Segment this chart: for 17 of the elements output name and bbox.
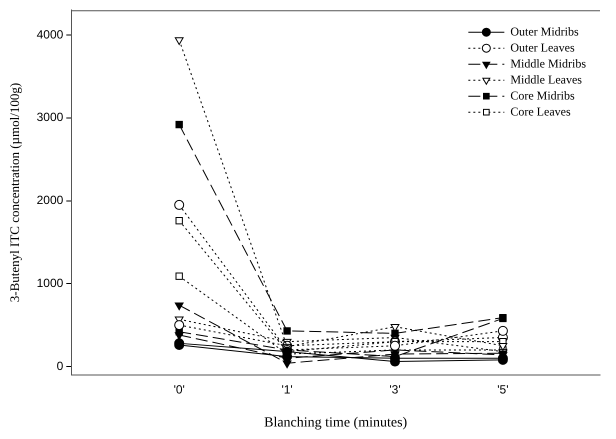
legend-label: Core Leaves [510, 104, 571, 118]
y-tick-label: 1000 [36, 276, 64, 290]
x-tick-label: '3' [389, 382, 401, 396]
y-tick-label: 4000 [36, 27, 64, 42]
x-tick-label: '0' [174, 382, 185, 396]
y-tick-label: 0 [56, 358, 64, 373]
legend-label: Outer Midribs [510, 24, 579, 38]
y-tick-label: 2000 [36, 193, 64, 208]
legend-label: Core Midribs [510, 88, 575, 102]
legend-label: Outer Leaves [510, 40, 575, 54]
x-tick-label: '1' [281, 382, 293, 396]
legend-label: Middle Leaves [510, 72, 582, 86]
y-tick-label: 3000 [36, 110, 64, 124]
x-tick-label: '5' [497, 382, 509, 396]
x-axis-title: Blanching time (minutes) [264, 415, 408, 430]
legend-label: Middle Midribs [510, 56, 586, 70]
y-axis-title: 3-Butenyl ITC concentration (µmol/100g) [7, 82, 22, 302]
